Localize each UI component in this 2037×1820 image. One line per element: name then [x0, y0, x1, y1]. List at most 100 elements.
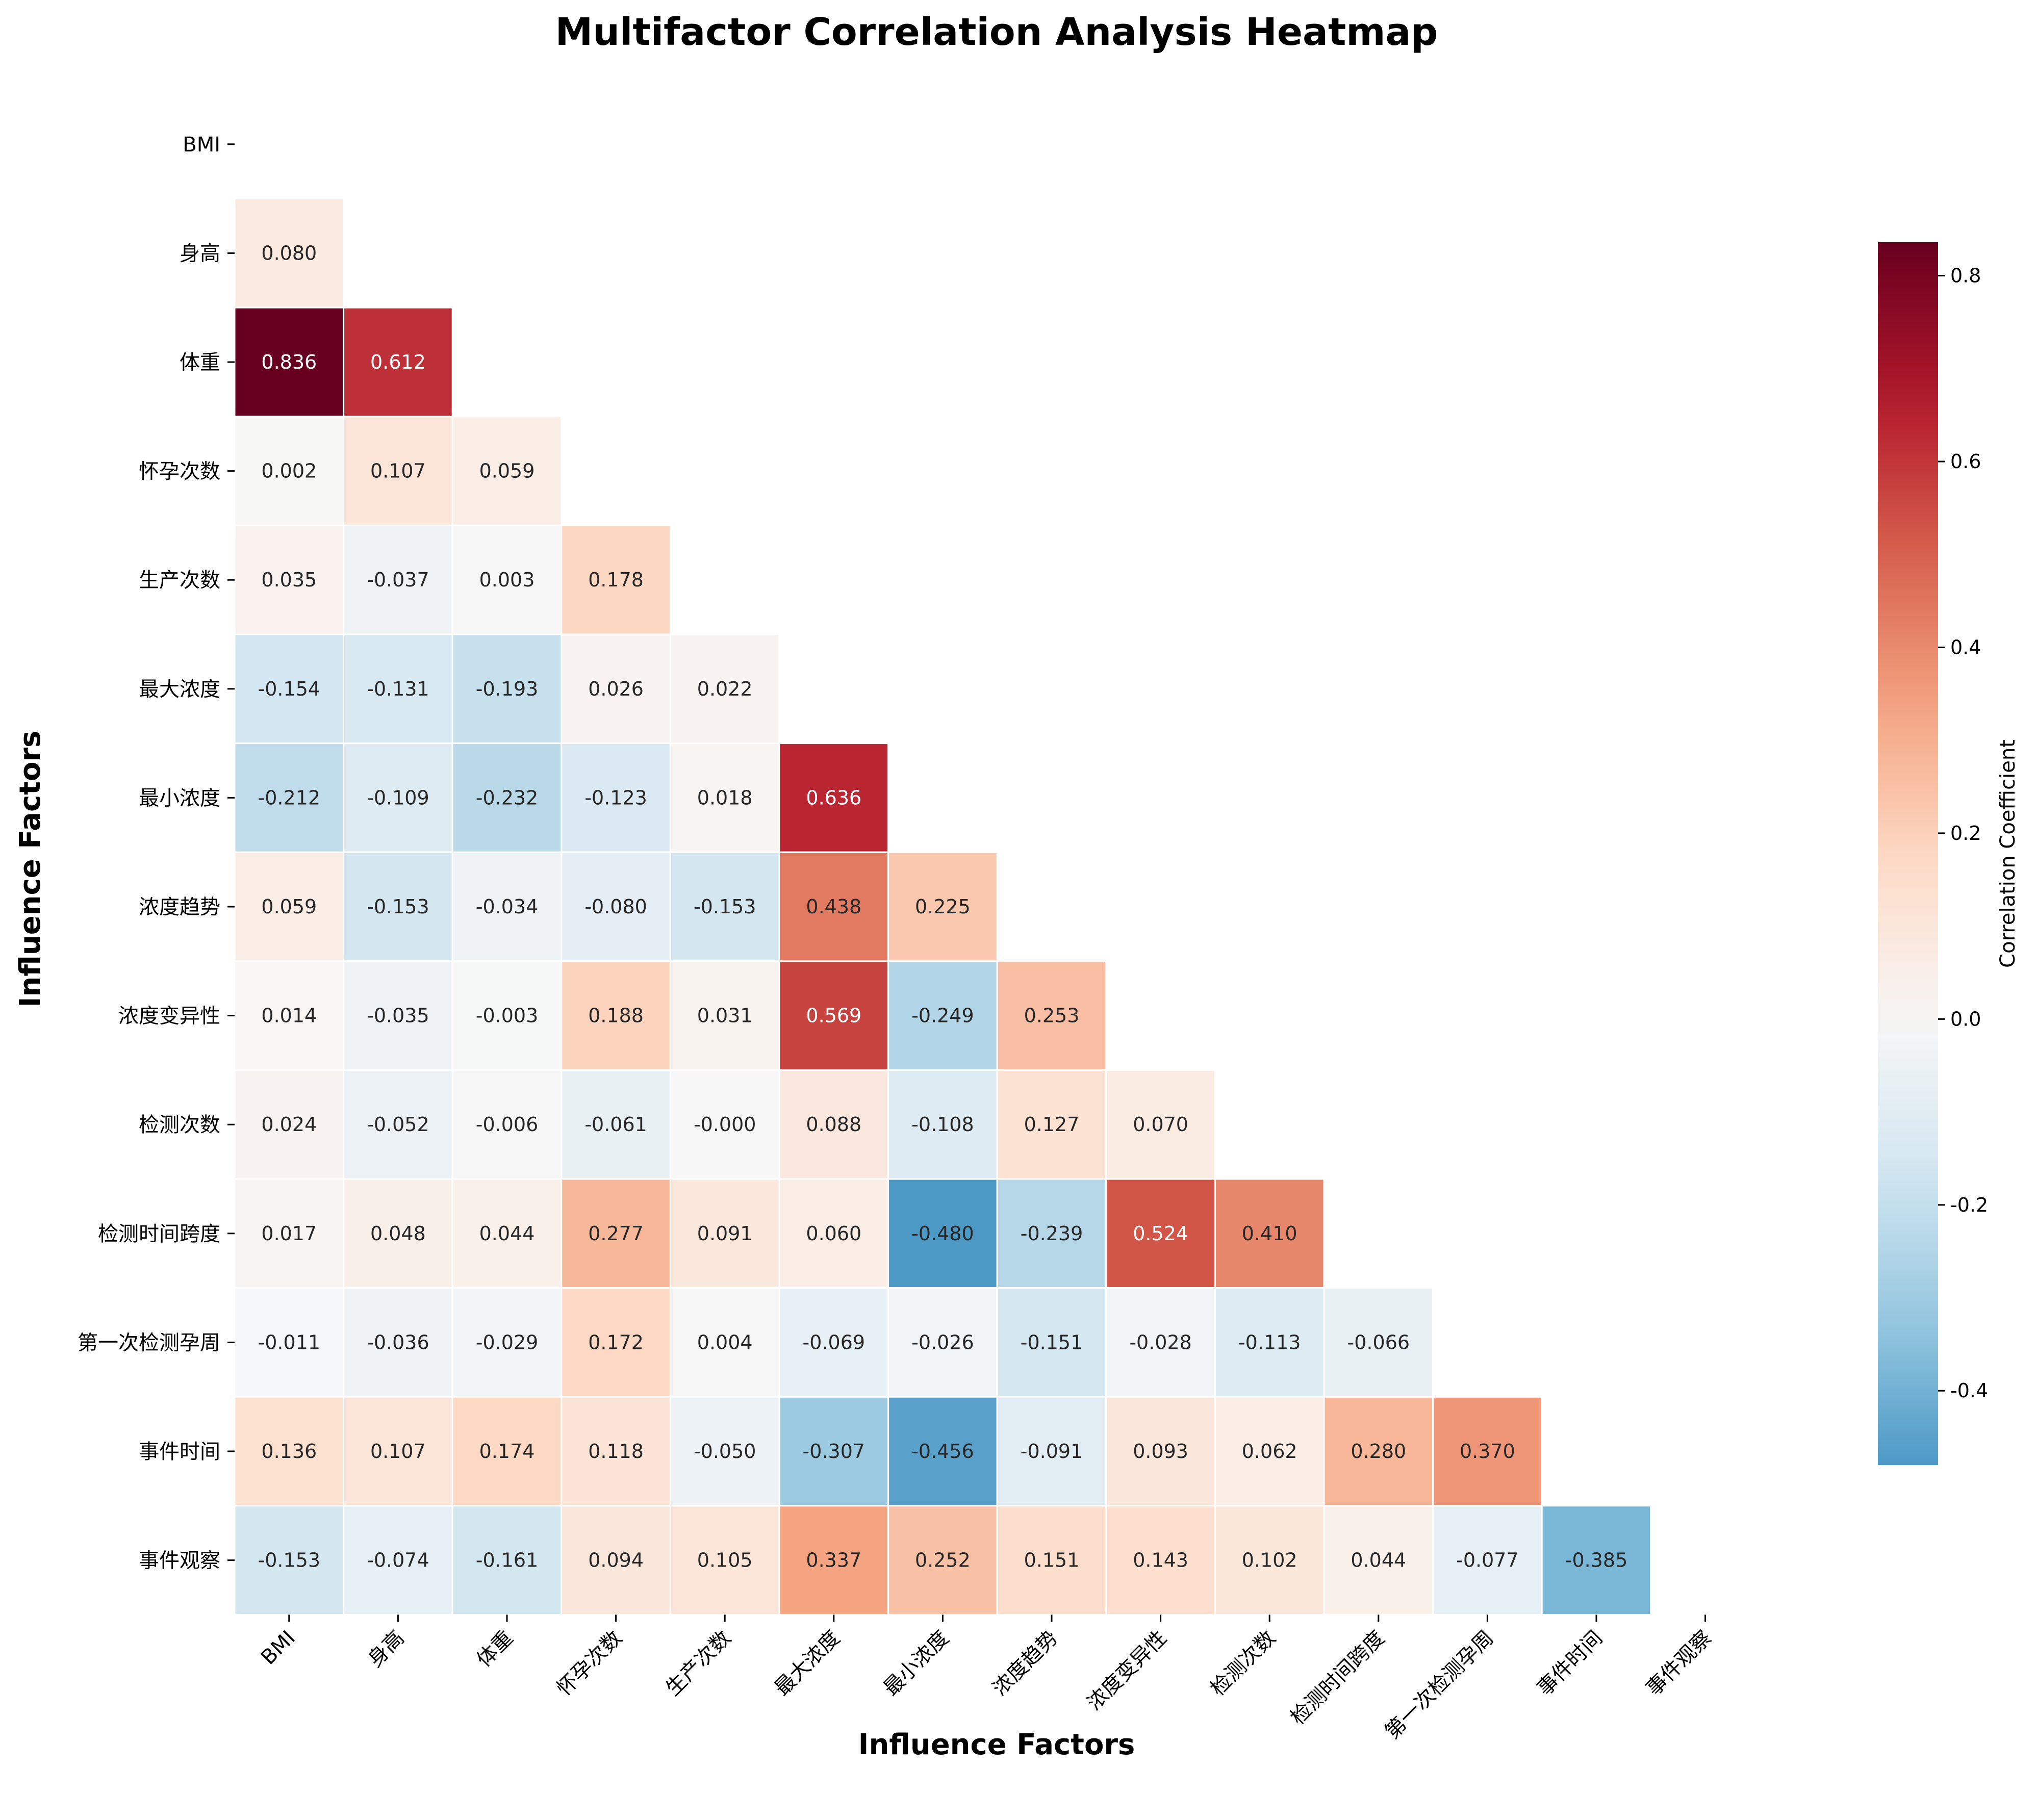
x-tick-label: 生产次数	[661, 1626, 736, 1701]
cell-value-label: -0.151	[1021, 1331, 1083, 1353]
cell-value-label: 0.438	[806, 895, 861, 918]
heatmap-cell	[234, 1069, 345, 1180]
cell-value-label: 0.044	[1351, 1549, 1406, 1572]
heatmap-cell	[996, 1396, 1107, 1507]
cell-value-label: 0.252	[915, 1549, 971, 1572]
x-tick-label: 第一次检测孕周	[1381, 1626, 1498, 1744]
cell-value-label: 0.060	[806, 1222, 861, 1245]
cell-value-label: -0.006	[476, 1113, 539, 1136]
y-tick-label: 检测时间跨度	[98, 1222, 220, 1246]
cell-value-label: -0.232	[476, 786, 539, 809]
heatmap-cell	[451, 416, 563, 526]
cell-value-label: 0.136	[261, 1440, 317, 1463]
cell-value-label: -0.066	[1347, 1331, 1410, 1353]
cell-value-label: -0.035	[367, 1005, 429, 1027]
cell-value-label: -0.108	[911, 1113, 974, 1136]
cell-value-label: -0.153	[367, 895, 429, 918]
heatmap-cell	[887, 851, 998, 962]
cell-value-label: -0.307	[803, 1440, 865, 1463]
cell-value-label: 0.569	[806, 1005, 861, 1027]
heatmap-cell	[561, 1396, 671, 1507]
cell-value-label: -0.161	[476, 1549, 539, 1572]
heatmap-cell	[778, 851, 889, 962]
heatmap-cell	[234, 416, 345, 526]
cell-value-label: 0.102	[1242, 1549, 1297, 1572]
heatmap-cell	[887, 1069, 998, 1180]
cell-value-label: 0.091	[697, 1222, 753, 1245]
cell-value-label: 0.062	[1242, 1440, 1297, 1463]
colorbar-gradient	[1878, 242, 1938, 1465]
cell-value-label: -0.037	[367, 569, 429, 591]
y-tick-label: 最小浓度	[139, 786, 220, 810]
cell-value-label: -0.456	[911, 1440, 974, 1463]
heatmap-cell	[451, 1505, 563, 1616]
heatmap-cell	[451, 742, 563, 853]
cell-value-label: 0.044	[479, 1222, 535, 1245]
x-tick-label: 最小浓度	[879, 1626, 954, 1701]
heatmap-cell	[887, 960, 998, 1071]
cell-value-label: -0.109	[367, 786, 429, 809]
heatmap-cell	[343, 1178, 453, 1289]
cell-value-label: -0.249	[911, 1005, 974, 1027]
heatmap-cell	[451, 1396, 563, 1507]
y-tick-label: 体重	[180, 351, 220, 374]
cell-value-label: 0.174	[479, 1440, 535, 1463]
cell-value-label: -0.131	[367, 678, 429, 700]
heatmap-cell	[234, 1287, 345, 1398]
cell-value-label: 0.253	[1024, 1005, 1080, 1027]
cell-value-label: 0.018	[697, 786, 753, 809]
cell-value-label: -0.074	[367, 1549, 429, 1572]
colorbar-tick-label: -0.2	[1950, 1194, 1988, 1216]
heatmap-cell	[561, 524, 671, 635]
cell-value-label: 0.026	[588, 678, 644, 700]
cell-value-label: -0.154	[258, 678, 321, 700]
y-tick-label: BMI	[183, 133, 220, 157]
y-tick-label: 浓度趋势	[139, 895, 220, 919]
cell-value-label: 0.035	[261, 569, 317, 591]
cell-value-label: 0.048	[370, 1222, 426, 1245]
cell-value-label: -0.113	[1238, 1331, 1301, 1353]
cell-value-label: 0.070	[1133, 1113, 1188, 1136]
heatmap-cell	[1541, 1505, 1652, 1616]
cell-value-label: 0.093	[1133, 1440, 1188, 1463]
x-tick-label: 体重	[472, 1626, 518, 1672]
cell-value-label: -0.003	[476, 1005, 539, 1027]
cell-value-label: 0.118	[588, 1440, 644, 1463]
cell-value-label: 0.107	[370, 460, 426, 482]
colorbar-tick-label: 0.4	[1950, 636, 1981, 658]
heatmap-cell	[1105, 1396, 1216, 1507]
heatmap-cell	[451, 1069, 563, 1180]
x-tick-label: 怀孕次数	[552, 1626, 627, 1701]
x-tick-label: BMI	[257, 1626, 300, 1670]
cell-value-label: -0.193	[476, 678, 539, 700]
heatmap-cell	[561, 1178, 671, 1289]
y-tick-label: 浓度变异性	[118, 1005, 220, 1028]
cell-value-label: 0.024	[261, 1113, 317, 1136]
cell-value-label: -0.034	[476, 895, 539, 918]
heatmap-cell	[343, 306, 453, 418]
cell-value-label: -0.000	[694, 1113, 756, 1136]
cell-value-label: 0.636	[806, 786, 861, 809]
cell-value-label: -0.077	[1456, 1549, 1519, 1572]
heatmap-cell	[561, 633, 671, 745]
heatmap-cell	[234, 960, 345, 1071]
x-tick-label: 事件时间	[1533, 1626, 1607, 1701]
x-tick-label: 检测时间跨度	[1286, 1626, 1389, 1729]
y-tick-label: 身高	[180, 242, 220, 265]
y-tick-label: 怀孕次数	[139, 460, 220, 483]
colorbar: -0.4 -0.2 0.0 0.2 0.4 0.6 0.8 Correlation Coeff…	[1878, 242, 2020, 1465]
heatmap-cell	[887, 1396, 998, 1507]
cell-value-label: -0.052	[367, 1113, 429, 1136]
heatmap-cell	[778, 742, 889, 853]
cell-value-label: -0.029	[476, 1331, 539, 1353]
cell-value-label: -0.385	[1565, 1549, 1628, 1572]
cell-value-label: 0.094	[588, 1549, 644, 1572]
heatmap-cell	[1105, 1505, 1216, 1616]
x-tick-label: 浓度趋势	[988, 1626, 1062, 1701]
cell-value-label: -0.153	[694, 895, 756, 918]
heatmap-cell	[778, 1178, 889, 1289]
cell-value-label: -0.026	[911, 1331, 974, 1353]
cell-value-label: 0.059	[479, 460, 535, 482]
heatmap-cell	[561, 1287, 671, 1398]
